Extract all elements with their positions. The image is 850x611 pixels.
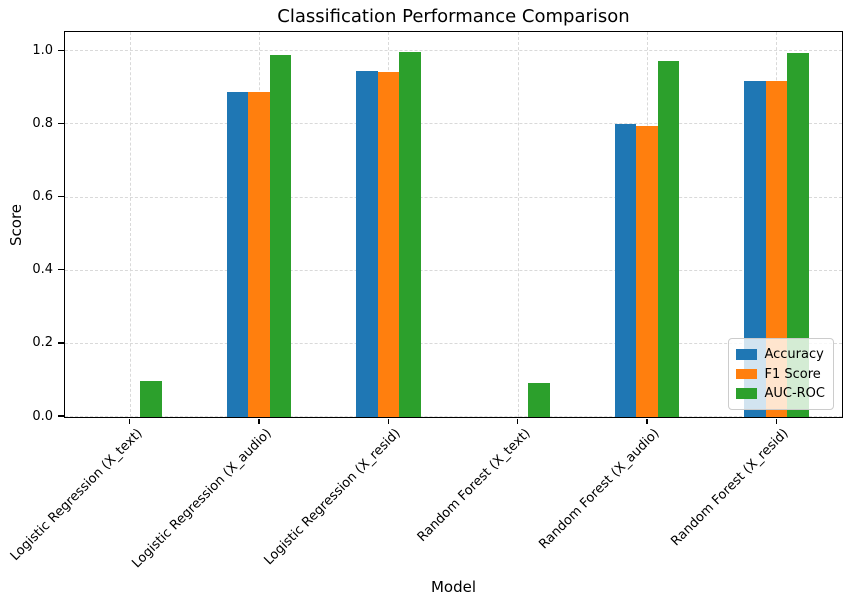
legend-item-accuracy: Accuracy — [736, 346, 825, 364]
bar-auc-roc-3 — [528, 382, 550, 417]
x-category-label: Logistic Regression (X_resid) — [261, 426, 404, 569]
y-gridline — [65, 416, 842, 417]
x-tick-mark — [646, 418, 648, 424]
x-tick-mark — [516, 418, 519, 424]
bar-accuracy-1 — [226, 91, 249, 417]
bar-f1-score-4 — [636, 125, 658, 417]
x-tick-mark — [258, 418, 260, 424]
bar-accuracy-2 — [356, 71, 378, 417]
x-category-label: Random Forest (X_text) — [414, 426, 534, 545]
y-tick-label: 0.8 — [32, 115, 53, 131]
x-tick-mark — [387, 418, 390, 424]
y-tick-label: 0.0 — [32, 408, 53, 424]
x-gridline — [129, 32, 131, 417]
y-tick-mark — [58, 415, 64, 417]
legend-swatch-accuracy — [736, 349, 758, 360]
bar-accuracy-4 — [614, 124, 637, 417]
y-tick-mark — [58, 49, 64, 51]
y-tick-label: 1.0 — [32, 42, 53, 58]
y-tick-label: 0.6 — [32, 189, 53, 205]
y-tick-mark — [58, 122, 64, 125]
x-category-label: Logistic Regression (X_audio) — [129, 426, 275, 572]
legend-item-f1-score: F1 Score — [736, 365, 825, 383]
bar-f1-score-1 — [248, 92, 270, 417]
x-gridline — [517, 32, 519, 417]
bar-auc-roc-4 — [657, 60, 680, 417]
x-tick-mark — [775, 418, 778, 424]
legend-label-auc-roc: AUC-ROC — [764, 386, 825, 401]
x-category-label: Random Forest (X_audio) — [536, 426, 663, 553]
bar-auc-roc-2 — [399, 52, 421, 417]
legend-swatch-auc-roc — [736, 388, 758, 399]
legend-swatch-f1-score — [736, 368, 758, 380]
legend-label-accuracy: Accuracy — [764, 347, 824, 362]
y-gridline — [65, 269, 842, 271]
bar-auc-roc-1 — [269, 54, 292, 417]
bar-auc-roc-0 — [140, 381, 162, 417]
legend: Accuracy F1 Score AUC-ROC — [728, 338, 834, 410]
y-tick-label: 0.4 — [32, 262, 53, 278]
x-axis-label: Model — [430, 578, 477, 596]
y-gridline — [65, 196, 842, 198]
chart-title: Classification Performance Comparison — [277, 6, 630, 27]
x-tick-mark — [128, 418, 131, 424]
bar-f1-score-2 — [377, 71, 400, 417]
legend-item-auc-roc: AUC-ROC — [736, 385, 825, 403]
x-category-label: Random Forest (X_resid) — [668, 426, 792, 550]
y-tick-mark — [58, 342, 64, 344]
bar-accuracy-5 — [744, 80, 766, 417]
plot-area: Score Model Accuracy F1 Score AUC-ROC 0.0 0… — [7, 31, 843, 596]
bar-f1-score-5 — [765, 80, 788, 417]
y-tick-mark — [58, 269, 64, 271]
y-tick-label: 0.2 — [32, 335, 53, 351]
bar-auc-roc-5 — [787, 53, 809, 417]
y-gridline — [65, 342, 842, 344]
legend-label-f1-score: F1 Score — [764, 366, 821, 382]
y-tick-mark — [58, 195, 64, 198]
y-gridline — [65, 50, 842, 52]
x-category-label: Logistic Regression (X_text) — [7, 426, 146, 564]
y-axis-label: Score — [7, 203, 25, 246]
y-gridline — [65, 123, 842, 125]
